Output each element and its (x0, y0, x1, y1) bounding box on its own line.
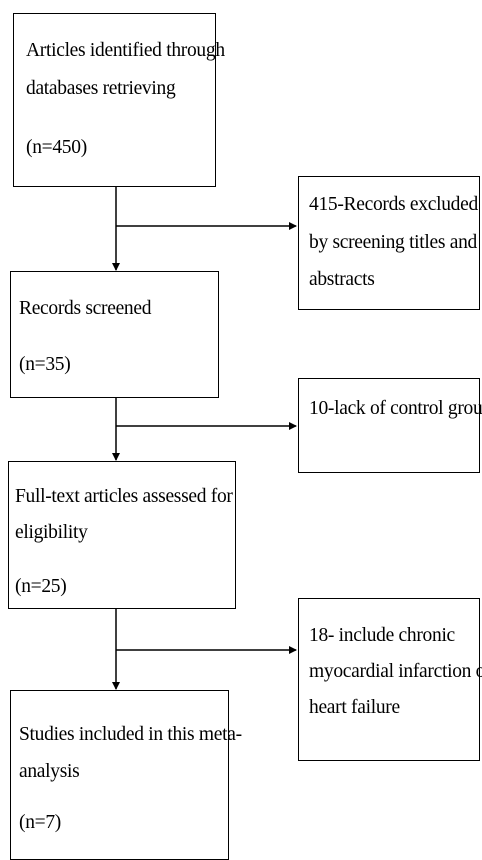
box-included: Studies included in this meta- analysis … (10, 690, 242, 860)
identified-line1: Articles identified through (26, 40, 225, 61)
box-fulltext: Full-text articles assessed for eligibil… (8, 461, 236, 609)
fulltext-count: (n=25) (15, 576, 67, 597)
screened-count: (n=35) (19, 354, 71, 375)
chronic-mi-line3: heart failure (309, 697, 400, 718)
excluded-screening-line2: by screening titles and (309, 232, 478, 253)
screened-line1: Records screened (19, 298, 152, 319)
box-excluded-screening: 415-Records excluded by screening titles… (298, 176, 480, 310)
included-count: (n=7) (19, 812, 61, 833)
box-identified: Articles identified through databases re… (13, 13, 225, 187)
chronic-mi-line1: 18- include chronic (309, 625, 455, 646)
identified-count: (n=450) (26, 137, 87, 158)
lack-control-line1: 10-lack of control group (309, 398, 482, 419)
identified-line2: databases retrieving (26, 78, 176, 99)
box-lack-control: 10-lack of control group (298, 378, 482, 473)
flow-connectors (112, 186, 297, 690)
fulltext-line2: eligibility (15, 522, 88, 543)
fulltext-line1: Full-text articles assessed for (15, 486, 233, 507)
box-chronic-mi: 18- include chronic myocardial infarctio… (298, 598, 482, 761)
chronic-mi-line2: myocardial infarction or (309, 661, 482, 682)
included-line2: analysis (19, 761, 80, 782)
excluded-screening-line3: abstracts (309, 269, 375, 290)
included-line1: Studies included in this meta- (19, 724, 242, 745)
excluded-screening-line1: 415-Records excluded (309, 194, 478, 215)
box-screened: Records screened (n=35) (10, 271, 219, 398)
